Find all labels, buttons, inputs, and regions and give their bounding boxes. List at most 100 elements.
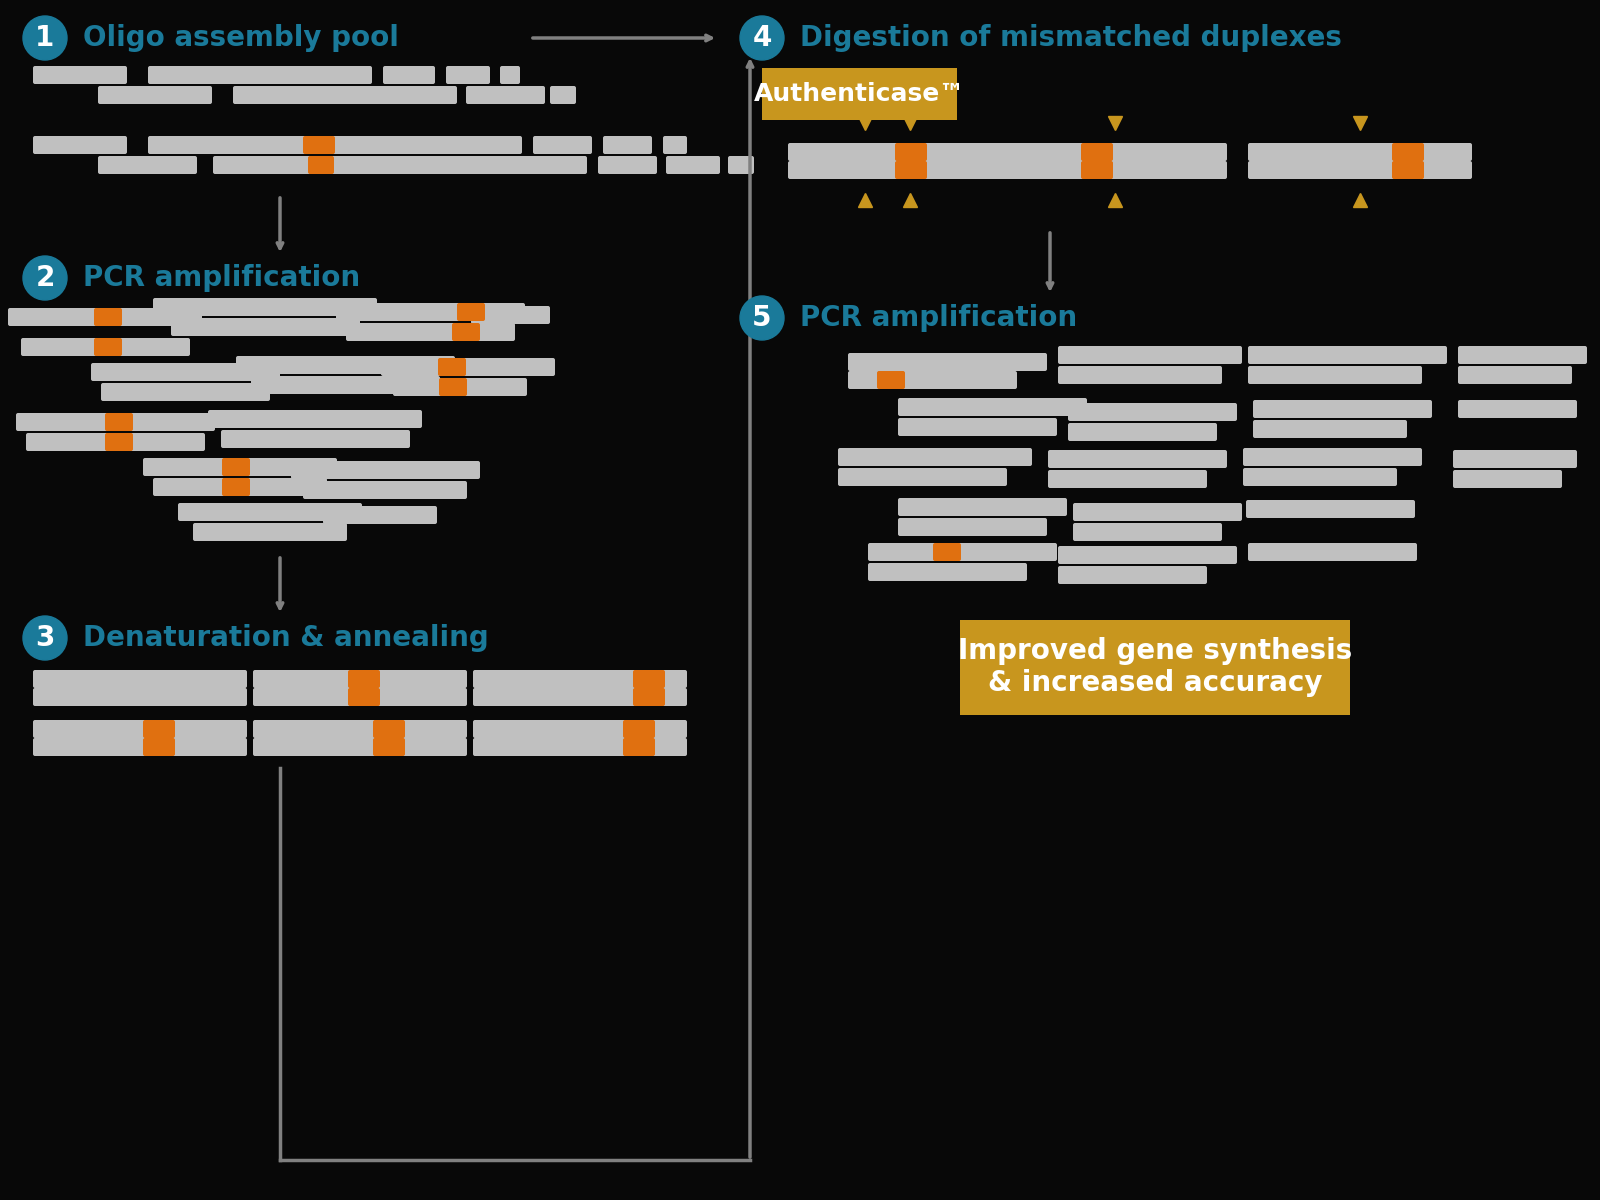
FancyBboxPatch shape <box>728 156 754 174</box>
FancyBboxPatch shape <box>1243 468 1397 486</box>
FancyBboxPatch shape <box>373 738 405 756</box>
FancyBboxPatch shape <box>34 738 246 756</box>
FancyBboxPatch shape <box>474 720 686 738</box>
FancyBboxPatch shape <box>898 498 1067 516</box>
FancyBboxPatch shape <box>34 688 246 706</box>
FancyBboxPatch shape <box>16 413 214 431</box>
FancyBboxPatch shape <box>1069 422 1218 440</box>
FancyBboxPatch shape <box>253 738 467 756</box>
FancyBboxPatch shape <box>394 378 526 396</box>
FancyBboxPatch shape <box>291 461 480 479</box>
FancyBboxPatch shape <box>178 503 362 521</box>
FancyBboxPatch shape <box>1392 161 1424 179</box>
FancyBboxPatch shape <box>1248 346 1446 364</box>
FancyBboxPatch shape <box>474 670 686 688</box>
FancyBboxPatch shape <box>221 430 410 448</box>
FancyBboxPatch shape <box>894 161 926 179</box>
FancyBboxPatch shape <box>634 688 666 706</box>
FancyBboxPatch shape <box>34 720 246 738</box>
FancyBboxPatch shape <box>34 136 126 154</box>
FancyBboxPatch shape <box>222 478 250 496</box>
Text: PCR amplification: PCR amplification <box>83 264 360 292</box>
Text: 2: 2 <box>35 264 54 292</box>
Text: 4: 4 <box>752 24 771 52</box>
FancyBboxPatch shape <box>1458 366 1571 384</box>
FancyBboxPatch shape <box>1058 566 1206 584</box>
FancyBboxPatch shape <box>662 136 686 154</box>
FancyBboxPatch shape <box>373 720 405 738</box>
FancyBboxPatch shape <box>237 356 454 374</box>
FancyBboxPatch shape <box>234 86 458 104</box>
FancyBboxPatch shape <box>762 68 957 120</box>
FancyBboxPatch shape <box>453 323 480 341</box>
Text: Authenticase™: Authenticase™ <box>754 82 965 106</box>
Text: Denaturation & annealing: Denaturation & annealing <box>83 624 488 652</box>
Circle shape <box>22 256 67 300</box>
Text: 5: 5 <box>752 304 771 332</box>
Text: Digestion of mismatched duplexes: Digestion of mismatched duplexes <box>800 24 1342 52</box>
FancyBboxPatch shape <box>1074 523 1222 541</box>
Circle shape <box>739 16 784 60</box>
FancyBboxPatch shape <box>898 418 1058 436</box>
FancyBboxPatch shape <box>302 481 467 499</box>
FancyBboxPatch shape <box>1048 450 1227 468</box>
FancyBboxPatch shape <box>154 298 378 316</box>
FancyBboxPatch shape <box>222 458 250 476</box>
FancyBboxPatch shape <box>1048 470 1206 488</box>
FancyBboxPatch shape <box>787 143 1013 161</box>
FancyBboxPatch shape <box>142 738 174 756</box>
FancyBboxPatch shape <box>251 376 440 394</box>
FancyBboxPatch shape <box>1246 500 1414 518</box>
FancyBboxPatch shape <box>142 458 338 476</box>
FancyBboxPatch shape <box>1082 143 1114 161</box>
FancyBboxPatch shape <box>98 156 197 174</box>
FancyBboxPatch shape <box>147 66 371 84</box>
FancyBboxPatch shape <box>253 670 467 688</box>
Text: 1: 1 <box>35 24 54 52</box>
FancyBboxPatch shape <box>91 362 280 382</box>
FancyBboxPatch shape <box>848 353 1046 371</box>
FancyBboxPatch shape <box>458 302 485 320</box>
FancyBboxPatch shape <box>867 563 1027 581</box>
FancyBboxPatch shape <box>787 161 1013 179</box>
FancyBboxPatch shape <box>933 542 962 560</box>
FancyBboxPatch shape <box>94 338 122 356</box>
Circle shape <box>22 616 67 660</box>
FancyBboxPatch shape <box>894 143 926 161</box>
FancyBboxPatch shape <box>474 688 686 706</box>
FancyBboxPatch shape <box>1458 346 1587 364</box>
FancyBboxPatch shape <box>253 688 467 706</box>
FancyBboxPatch shape <box>1074 503 1242 521</box>
FancyBboxPatch shape <box>486 358 555 376</box>
FancyBboxPatch shape <box>1253 400 1432 418</box>
FancyBboxPatch shape <box>848 371 1018 389</box>
FancyBboxPatch shape <box>666 156 720 174</box>
FancyBboxPatch shape <box>603 136 653 154</box>
FancyBboxPatch shape <box>106 433 133 451</box>
FancyBboxPatch shape <box>1248 143 1472 161</box>
FancyBboxPatch shape <box>171 318 360 336</box>
FancyBboxPatch shape <box>302 136 334 154</box>
FancyBboxPatch shape <box>634 670 666 688</box>
FancyBboxPatch shape <box>194 523 347 541</box>
FancyBboxPatch shape <box>838 448 1032 466</box>
FancyBboxPatch shape <box>1453 450 1578 468</box>
FancyBboxPatch shape <box>349 688 381 706</box>
FancyBboxPatch shape <box>1058 366 1222 384</box>
FancyBboxPatch shape <box>154 478 326 496</box>
FancyBboxPatch shape <box>474 738 686 756</box>
FancyBboxPatch shape <box>381 358 541 376</box>
FancyBboxPatch shape <box>898 518 1046 536</box>
FancyBboxPatch shape <box>323 506 437 524</box>
Text: 3: 3 <box>35 624 54 652</box>
FancyBboxPatch shape <box>533 136 592 154</box>
FancyBboxPatch shape <box>1243 448 1422 466</box>
FancyBboxPatch shape <box>598 156 658 174</box>
FancyBboxPatch shape <box>622 720 654 738</box>
FancyBboxPatch shape <box>142 720 174 738</box>
FancyBboxPatch shape <box>26 433 205 451</box>
FancyBboxPatch shape <box>1003 161 1227 179</box>
FancyBboxPatch shape <box>1453 470 1562 488</box>
FancyBboxPatch shape <box>1253 420 1406 438</box>
FancyBboxPatch shape <box>438 378 467 396</box>
